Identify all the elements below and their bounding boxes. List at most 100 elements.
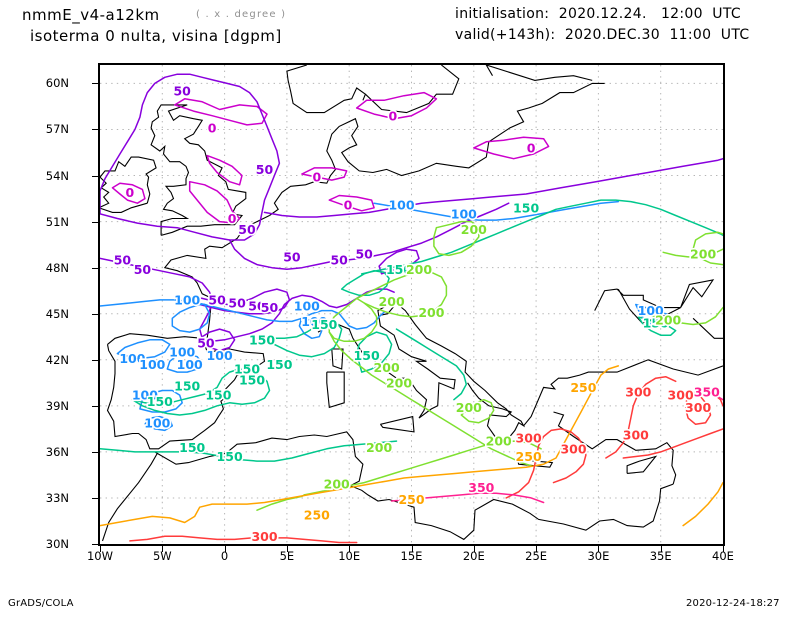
contour-label-100: 100 [451, 207, 477, 222]
contour-line-350 [390, 492, 545, 504]
contour-line-100 [144, 415, 174, 432]
contour-line-50 [100, 73, 281, 241]
x-axis-tick-label: 5E [279, 549, 295, 563]
contour-label-150: 150 [239, 372, 265, 387]
contour-label-0: 0 [208, 121, 217, 136]
contour-label-200: 200 [406, 262, 432, 277]
contour-line-200 [303, 440, 542, 496]
contour-line-100 [100, 299, 385, 330]
contour-label-300: 300 [251, 529, 277, 544]
contour-label-50: 50 [228, 296, 246, 311]
contour-label-150: 150 [354, 348, 380, 363]
contour-label-200: 200 [386, 375, 412, 390]
contour-label-200: 200 [418, 305, 444, 320]
contour-line-200 [355, 271, 448, 318]
contour-line-200 [328, 331, 532, 467]
contour-label-100: 100 [119, 351, 145, 366]
contour-line-150 [355, 331, 393, 373]
contour-line-150 [395, 328, 468, 401]
coastline-path [553, 411, 677, 485]
contour-line-100 [298, 316, 323, 340]
contour-line-200 [433, 220, 480, 257]
contour-line-50 [198, 328, 236, 352]
contour-label-100: 100 [177, 357, 203, 372]
contour-label-150: 150 [174, 379, 200, 394]
y-axis-tick-label: 45N [45, 306, 69, 321]
y-axis-tick [92, 267, 98, 269]
y-axis-tick-label: 42N [45, 352, 69, 367]
contour-label-100: 100 [207, 348, 233, 363]
coastline-path [692, 317, 723, 339]
field-description-label: isoterma 0 nulta, visina [dgpm] [30, 27, 282, 45]
y-axis-tick-label: 30N [45, 537, 69, 551]
contour-label-350: 350 [694, 385, 720, 400]
y-axis-tick-label: 60N [45, 76, 69, 91]
x-axis-tick [224, 546, 226, 552]
x-axis-tick [660, 546, 662, 552]
contour-label-350: 350 [468, 480, 494, 495]
contour-line-300 [505, 428, 587, 499]
y-axis-tick [92, 405, 98, 407]
contour-line-0 [355, 91, 438, 120]
y-axis-tick [92, 221, 98, 223]
contour-line-150 [100, 440, 398, 462]
x-axis-tick [598, 546, 600, 552]
timestamp-label: 2020-12-24-18:27 [686, 598, 780, 609]
contour-line-200 [692, 231, 723, 266]
contour-line-300 [129, 535, 358, 544]
x-axis-tick-label: 30E [587, 549, 610, 563]
contour-line-100 [166, 352, 203, 373]
contour-line-250 [100, 365, 620, 527]
coastline-path [286, 65, 367, 114]
contour-label-200: 200 [461, 222, 487, 237]
contour-line-50 [263, 157, 723, 218]
contour-line-300 [684, 389, 712, 426]
x-axis-tick-label: 10W [86, 549, 114, 563]
contour-label-50: 50 [330, 253, 348, 268]
coastline-path [523, 359, 723, 427]
contour-label-300: 300 [623, 428, 649, 443]
coastline-path [269, 82, 605, 216]
contour-line-0 [328, 194, 375, 212]
contour-label-150: 150 [147, 394, 173, 409]
contour-line-250 [682, 481, 723, 527]
contour-line-50 [378, 248, 420, 275]
contour-label-200: 200 [324, 477, 350, 492]
contour-line-300 [605, 375, 677, 459]
contour-label-50: 50 [134, 262, 152, 277]
y-axis-tick-label: 54N [45, 168, 69, 183]
coastline-path [379, 415, 415, 433]
contour-label-200: 200 [486, 434, 512, 449]
contour-line-50 [228, 202, 510, 270]
x-axis-tick-label: 5W [152, 549, 172, 563]
x-axis-tick [286, 546, 288, 552]
contour-line-150 [261, 320, 343, 358]
y-axis-tick [92, 359, 98, 361]
x-axis-tick [162, 546, 164, 552]
initialisation-label: initialisation: 2020.12.24. 12:00 UTC [455, 6, 741, 22]
contour-line-350 [702, 386, 723, 401]
x-axis-tick [536, 546, 538, 552]
producer-label: GrADS/COLA [8, 598, 74, 609]
contour-label-150: 150 [311, 317, 337, 332]
contour-label-150: 150 [217, 449, 243, 464]
contour-label-200: 200 [374, 360, 400, 375]
contour-label-0: 0 [126, 185, 135, 200]
contour-label-0: 0 [228, 211, 237, 226]
contour-label-150: 150 [513, 200, 539, 215]
contour-label-250: 250 [398, 492, 424, 507]
y-axis-tick [92, 497, 98, 499]
contour-label-100: 100 [132, 388, 158, 403]
contour-line-200 [460, 398, 495, 424]
coastline-path [163, 215, 270, 339]
contour-line-150 [340, 269, 390, 297]
contour-label-300: 300 [685, 400, 711, 415]
contour-line-300 [622, 428, 723, 459]
y-axis-tick [92, 83, 98, 85]
contour-map-plot: 0 0 0 0 0 0 0 50 50 50 50 50 50 50 50 50 50 50 50 50 100 100 1… [98, 63, 725, 546]
x-axis-tick [100, 546, 101, 552]
contour-label-100: 100 [139, 357, 165, 372]
contour-label-0: 0 [312, 170, 321, 185]
contour-label-150: 150 [179, 440, 205, 455]
coastline-path [516, 459, 554, 468]
